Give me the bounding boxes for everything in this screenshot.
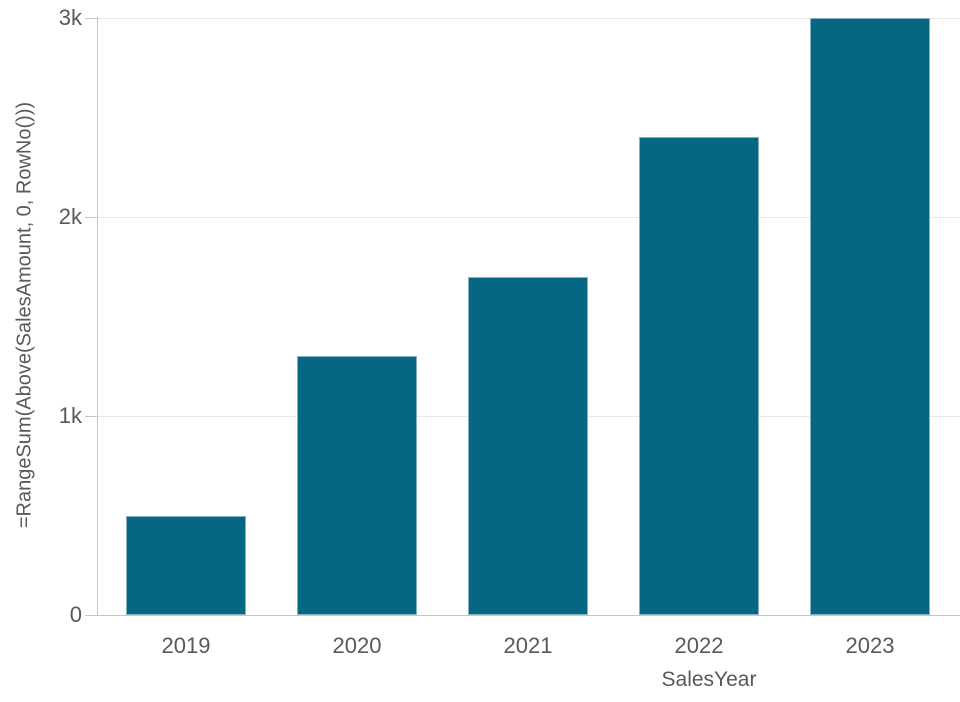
bar-2022[interactable] — [639, 137, 759, 615]
y-tick-label-0: 0 — [69, 602, 82, 627]
bar-2019[interactable] — [126, 515, 246, 615]
y-tick-label-3k: 3k — [58, 5, 82, 30]
x-tick-label-2021: 2021 — [503, 633, 553, 658]
x-axis-title: SalesYear — [661, 668, 757, 691]
gridline-2k — [97, 217, 960, 218]
y-tick-label-1k: 1k — [58, 403, 82, 428]
bar-2021[interactable] — [468, 276, 588, 615]
y-tick-mark-1k — [85, 416, 97, 417]
x-tick-label-2022: 2022 — [674, 633, 724, 658]
y-tick-mark-0 — [85, 615, 97, 616]
x-tick-label-2019: 2019 — [161, 633, 211, 658]
y-axis-line — [97, 17, 98, 615]
x-axis-baseline — [97, 615, 960, 616]
bar-2020[interactable] — [297, 356, 417, 615]
y-tick-mark-3k — [85, 18, 97, 19]
gridline-3k — [97, 18, 960, 19]
x-tick-label-2023: 2023 — [845, 633, 895, 658]
x-tick-label-2020: 2020 — [332, 633, 382, 658]
y-tick-mark-2k — [85, 217, 97, 218]
bar-2023[interactable] — [810, 18, 930, 615]
y-tick-label-2k: 2k — [58, 204, 82, 229]
